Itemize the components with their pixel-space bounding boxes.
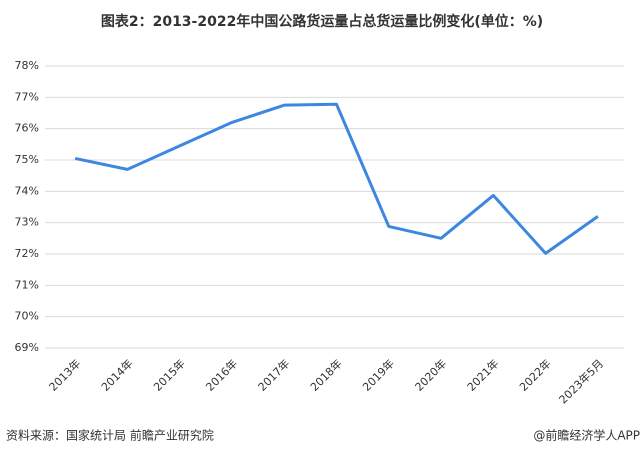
x-tick-label: 2021年 — [464, 356, 501, 393]
x-tick-label: 2017年 — [255, 356, 292, 393]
y-tick-label: 73% — [15, 216, 39, 229]
y-tick-label: 69% — [15, 341, 39, 354]
x-tick-label: 2019年 — [360, 356, 397, 393]
x-tick-label: 2023年5月 — [556, 356, 606, 406]
x-tick-label: 2015年 — [150, 356, 187, 393]
source: 资料来源：国家统计局 前瞻产业研究院 — [6, 428, 214, 443]
y-tick-label: 70% — [15, 310, 39, 323]
x-tick-label: 2020年 — [412, 356, 449, 393]
y-tick-label: 78% — [15, 59, 39, 72]
chart-title: 图表2：2013-2022年中国公路货运量占总货运量比例变化(单位：%) — [101, 13, 543, 30]
y-tick-label: 75% — [15, 153, 39, 166]
x-tick-label: 2013年 — [46, 356, 83, 393]
y-tick-label: 77% — [15, 90, 39, 103]
y-tick-label: 72% — [15, 247, 39, 260]
y-tick-label: 71% — [15, 278, 39, 291]
x-tick-label: 2018年 — [307, 356, 344, 393]
x-tick-label: 2016年 — [203, 356, 240, 393]
line-series — [74, 102, 599, 255]
x-tick-label: 2022年 — [516, 356, 553, 393]
x-tick-label: 2014年 — [98, 356, 135, 393]
y-tick-label: 76% — [15, 122, 39, 135]
credit: @前瞻经济学人APP — [533, 428, 640, 443]
y-tick-label: 74% — [15, 184, 39, 197]
